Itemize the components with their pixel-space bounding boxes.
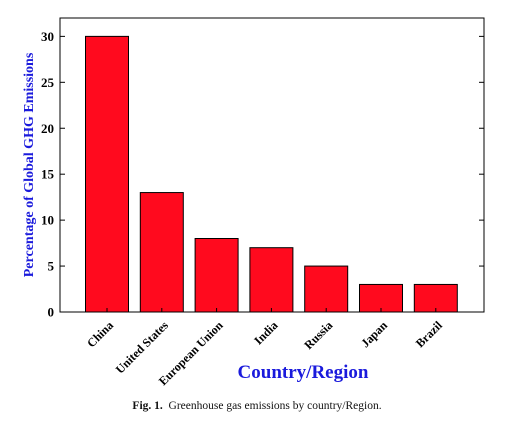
y-tick-label: 10: [41, 213, 54, 228]
y-tick-label: 20: [41, 121, 54, 136]
x-tick-label: United States: [113, 318, 171, 376]
bar-india: [249, 247, 294, 313]
bar-brazil: [413, 283, 458, 313]
figure-caption-text: Greenhouse gas emissions by country/Regi…: [168, 400, 382, 412]
y-tick-label: 0: [48, 305, 55, 320]
x-tick-label: Japan: [358, 318, 390, 350]
y-tick-label: 25: [41, 75, 55, 90]
figure-caption-label: Fig. 1.: [132, 400, 163, 412]
y-tick-label: 5: [48, 259, 55, 274]
y-tick-label: 15: [41, 167, 55, 182]
x-tick-label: China: [84, 318, 116, 350]
y-axis-label: Percentage of Global GHG Emissions: [22, 52, 37, 277]
bar-european-union: [194, 238, 239, 313]
x-tick-label: India: [251, 318, 280, 347]
y-axis-ticks: 0 5 10 15 20 25 30: [41, 29, 484, 320]
x-tick-label: Brazil: [413, 318, 446, 351]
bar-japan: [359, 283, 403, 313]
bar-china: [85, 35, 129, 313]
figure-caption: Fig. 1. Greenhouse gas emissions by coun…: [0, 400, 514, 412]
bar-russia: [304, 265, 349, 313]
x-tick-label: Russia: [301, 318, 335, 352]
x-axis-label: Country/Region: [238, 362, 369, 383]
bar-united-states: [139, 192, 184, 313]
bars-group: [85, 35, 458, 313]
y-tick-label: 30: [41, 29, 54, 44]
